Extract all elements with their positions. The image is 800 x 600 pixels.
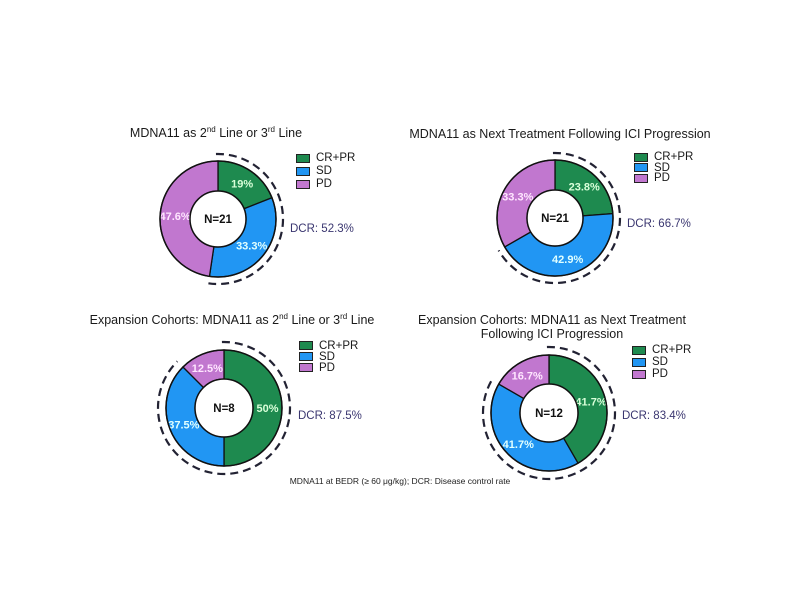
legend-label: PD bbox=[319, 361, 335, 374]
legend-2: CR+PR SD PD bbox=[634, 151, 694, 185]
swatch-cr-pr bbox=[634, 152, 648, 162]
swatch-cr-pr bbox=[296, 154, 310, 163]
panel-3-title: Expansion Cohorts: MDNA11 as 2nd Line or… bbox=[89, 312, 375, 328]
legend-item-pd: PD bbox=[634, 172, 693, 185]
legend-1: CR+PR SD PD bbox=[296, 152, 355, 191]
legend-label: PD bbox=[654, 172, 670, 185]
legend-label: SD bbox=[316, 165, 332, 177]
segment-label: 37.5% bbox=[168, 420, 199, 432]
legend-item-cr-pr: CR+PR bbox=[299, 339, 359, 352]
title-text: Line bbox=[347, 313, 375, 327]
legend-label: SD bbox=[654, 161, 670, 174]
title-sup: rd bbox=[340, 312, 348, 321]
legend-3: CR+PR SD PD bbox=[299, 339, 359, 374]
title-text: Line or 3 bbox=[215, 126, 268, 140]
swatch-sd bbox=[299, 352, 313, 361]
title-text: MDNA11 as 2 bbox=[129, 126, 207, 140]
center-n-label: N=21 bbox=[541, 213, 569, 225]
swatch-pd bbox=[299, 363, 313, 372]
segment-label: 16.7% bbox=[512, 370, 543, 382]
segment-label: 50% bbox=[256, 403, 278, 415]
legend-label: SD bbox=[652, 356, 668, 368]
center-n-label: N=21 bbox=[204, 214, 232, 226]
segment-label: 42.9% bbox=[552, 254, 583, 266]
legend-item-pd: PD bbox=[299, 361, 358, 374]
segment-label: 41.7% bbox=[575, 397, 606, 409]
swatch-sd bbox=[634, 163, 648, 173]
donut-chart-2: 23.8% 42.9% 33.3% N=21 bbox=[496, 151, 622, 285]
legend-item-sd: SD bbox=[632, 356, 691, 368]
legend-item-cr-pr: CR+PR bbox=[296, 152, 355, 165]
dcr-dashed-arc bbox=[208, 152, 285, 286]
dcr-annotation-1: DCR: 52.3% bbox=[290, 223, 354, 235]
donut-chart-3: 50% 37.5% 12.5% N=8 bbox=[156, 340, 292, 476]
swatch-pd bbox=[296, 180, 310, 189]
dcr-dashed-arc bbox=[497, 151, 622, 285]
title-sup: nd bbox=[279, 312, 288, 321]
segment-label: 19% bbox=[231, 178, 253, 190]
segment-label: 12.5% bbox=[192, 363, 223, 375]
segment-label: 23.8% bbox=[569, 181, 600, 193]
legend-item-pd: PD bbox=[632, 368, 691, 380]
legend-item-sd: SD bbox=[634, 161, 693, 174]
legend-label: PD bbox=[316, 178, 332, 190]
dcr-annotation-2: DCR: 66.7% bbox=[627, 218, 691, 230]
panel-4-title: Expansion Cohorts: MDNA11 as Next Treatm… bbox=[418, 313, 686, 341]
segment-label: 33.3% bbox=[236, 241, 267, 253]
panel-1-title: MDNA11 as 2nd Line or 3rd Line bbox=[129, 125, 303, 141]
title-sup: rd bbox=[267, 125, 275, 134]
swatch-cr-pr bbox=[632, 345, 646, 355]
panel-2-title: MDNA11 as Next Treatment Following ICI P… bbox=[409, 127, 711, 141]
swatch-sd bbox=[632, 357, 646, 367]
title-line-2: Following ICI Progression bbox=[480, 327, 624, 341]
donut-chart-4: 41.7% 41.7% 16.7% N=12 bbox=[481, 345, 617, 481]
legend-label: CR+PR bbox=[316, 152, 356, 164]
donut-chart-1: 19% 33.3% 47.6% N=21 bbox=[159, 152, 285, 286]
segment-label: 47.6% bbox=[160, 211, 191, 223]
title-text: Line or 3 bbox=[288, 313, 341, 327]
dcr-dashed-arc bbox=[156, 340, 292, 476]
title-text: Line bbox=[274, 126, 303, 140]
legend-label: CR+PR bbox=[654, 151, 694, 164]
title-text: Expansion Cohorts: MDNA11 as 2 bbox=[89, 313, 280, 327]
swatch-pd bbox=[632, 369, 646, 379]
swatch-pd bbox=[634, 173, 648, 183]
legend-item-sd: SD bbox=[299, 350, 358, 363]
center-n-label: N=8 bbox=[213, 403, 235, 415]
dcr-annotation-3: DCR: 87.5% bbox=[298, 410, 362, 422]
segment-label: 33.3% bbox=[502, 191, 533, 203]
legend-label: SD bbox=[319, 350, 335, 363]
legend-label: CR+PR bbox=[319, 339, 359, 352]
legend-item-cr-pr: CR+PR bbox=[634, 151, 694, 164]
title-line-1: Expansion Cohorts: MDNA11 as Next Treatm… bbox=[418, 313, 686, 327]
legend-item-pd: PD bbox=[296, 178, 355, 191]
swatch-cr-pr bbox=[299, 341, 313, 350]
legend-label: PD bbox=[652, 368, 668, 380]
legend-label: CR+PR bbox=[652, 344, 692, 356]
dcr-annotation-4: DCR: 83.4% bbox=[622, 410, 686, 422]
legend-4: CR+PR SD PD bbox=[632, 344, 691, 380]
footnote: MDNA11 at BEDR (≥ 60 μg/kg); DCR: Diseas… bbox=[289, 476, 511, 486]
segment-label: 41.7% bbox=[503, 439, 534, 451]
dcr-dashed-arc bbox=[481, 345, 617, 481]
legend-item-cr-pr: CR+PR bbox=[632, 344, 691, 356]
title-sup: nd bbox=[206, 125, 216, 134]
center-n-label: N=12 bbox=[535, 408, 563, 420]
swatch-sd bbox=[296, 167, 310, 176]
legend-item-sd: SD bbox=[296, 165, 355, 178]
